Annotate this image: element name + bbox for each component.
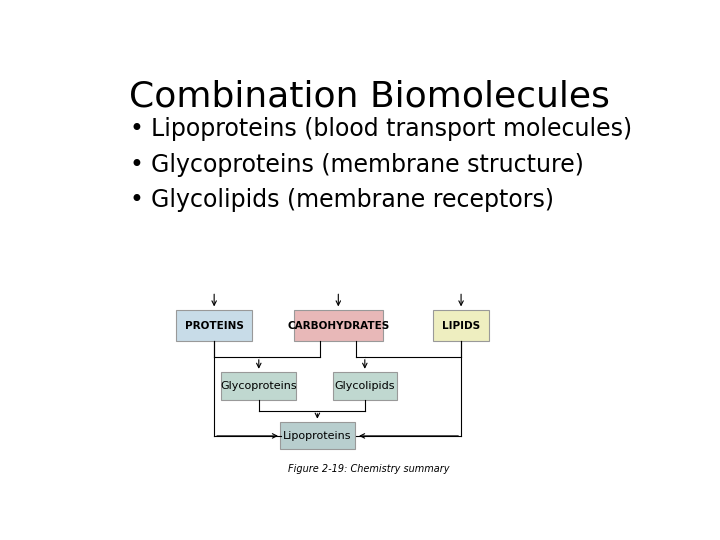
FancyBboxPatch shape: [280, 422, 355, 449]
Text: PROTEINS: PROTEINS: [185, 321, 243, 330]
Text: Lipoproteins: Lipoproteins: [283, 431, 351, 441]
Text: CARBOHYDRATES: CARBOHYDRATES: [287, 321, 390, 330]
FancyBboxPatch shape: [333, 373, 397, 400]
Text: Glycolipids (membrane receptors): Glycolipids (membrane receptors): [151, 188, 554, 212]
Text: Figure 2-19: Chemistry summary: Figure 2-19: Chemistry summary: [288, 464, 450, 474]
Text: •: •: [129, 188, 143, 212]
Text: Combination Biomolecules: Combination Biomolecules: [129, 79, 609, 113]
Text: •: •: [129, 153, 143, 177]
Text: LIPIDS: LIPIDS: [442, 321, 480, 330]
FancyBboxPatch shape: [221, 373, 297, 400]
Text: Lipoproteins (blood transport molecules): Lipoproteins (blood transport molecules): [151, 117, 632, 141]
Text: Glycolipids: Glycolipids: [335, 381, 395, 391]
FancyBboxPatch shape: [294, 310, 383, 341]
Text: Glycoproteins (membrane structure): Glycoproteins (membrane structure): [151, 153, 584, 177]
Text: •: •: [129, 117, 143, 141]
Text: Glycoproteins: Glycoproteins: [220, 381, 297, 391]
FancyBboxPatch shape: [433, 310, 489, 341]
FancyBboxPatch shape: [176, 310, 252, 341]
